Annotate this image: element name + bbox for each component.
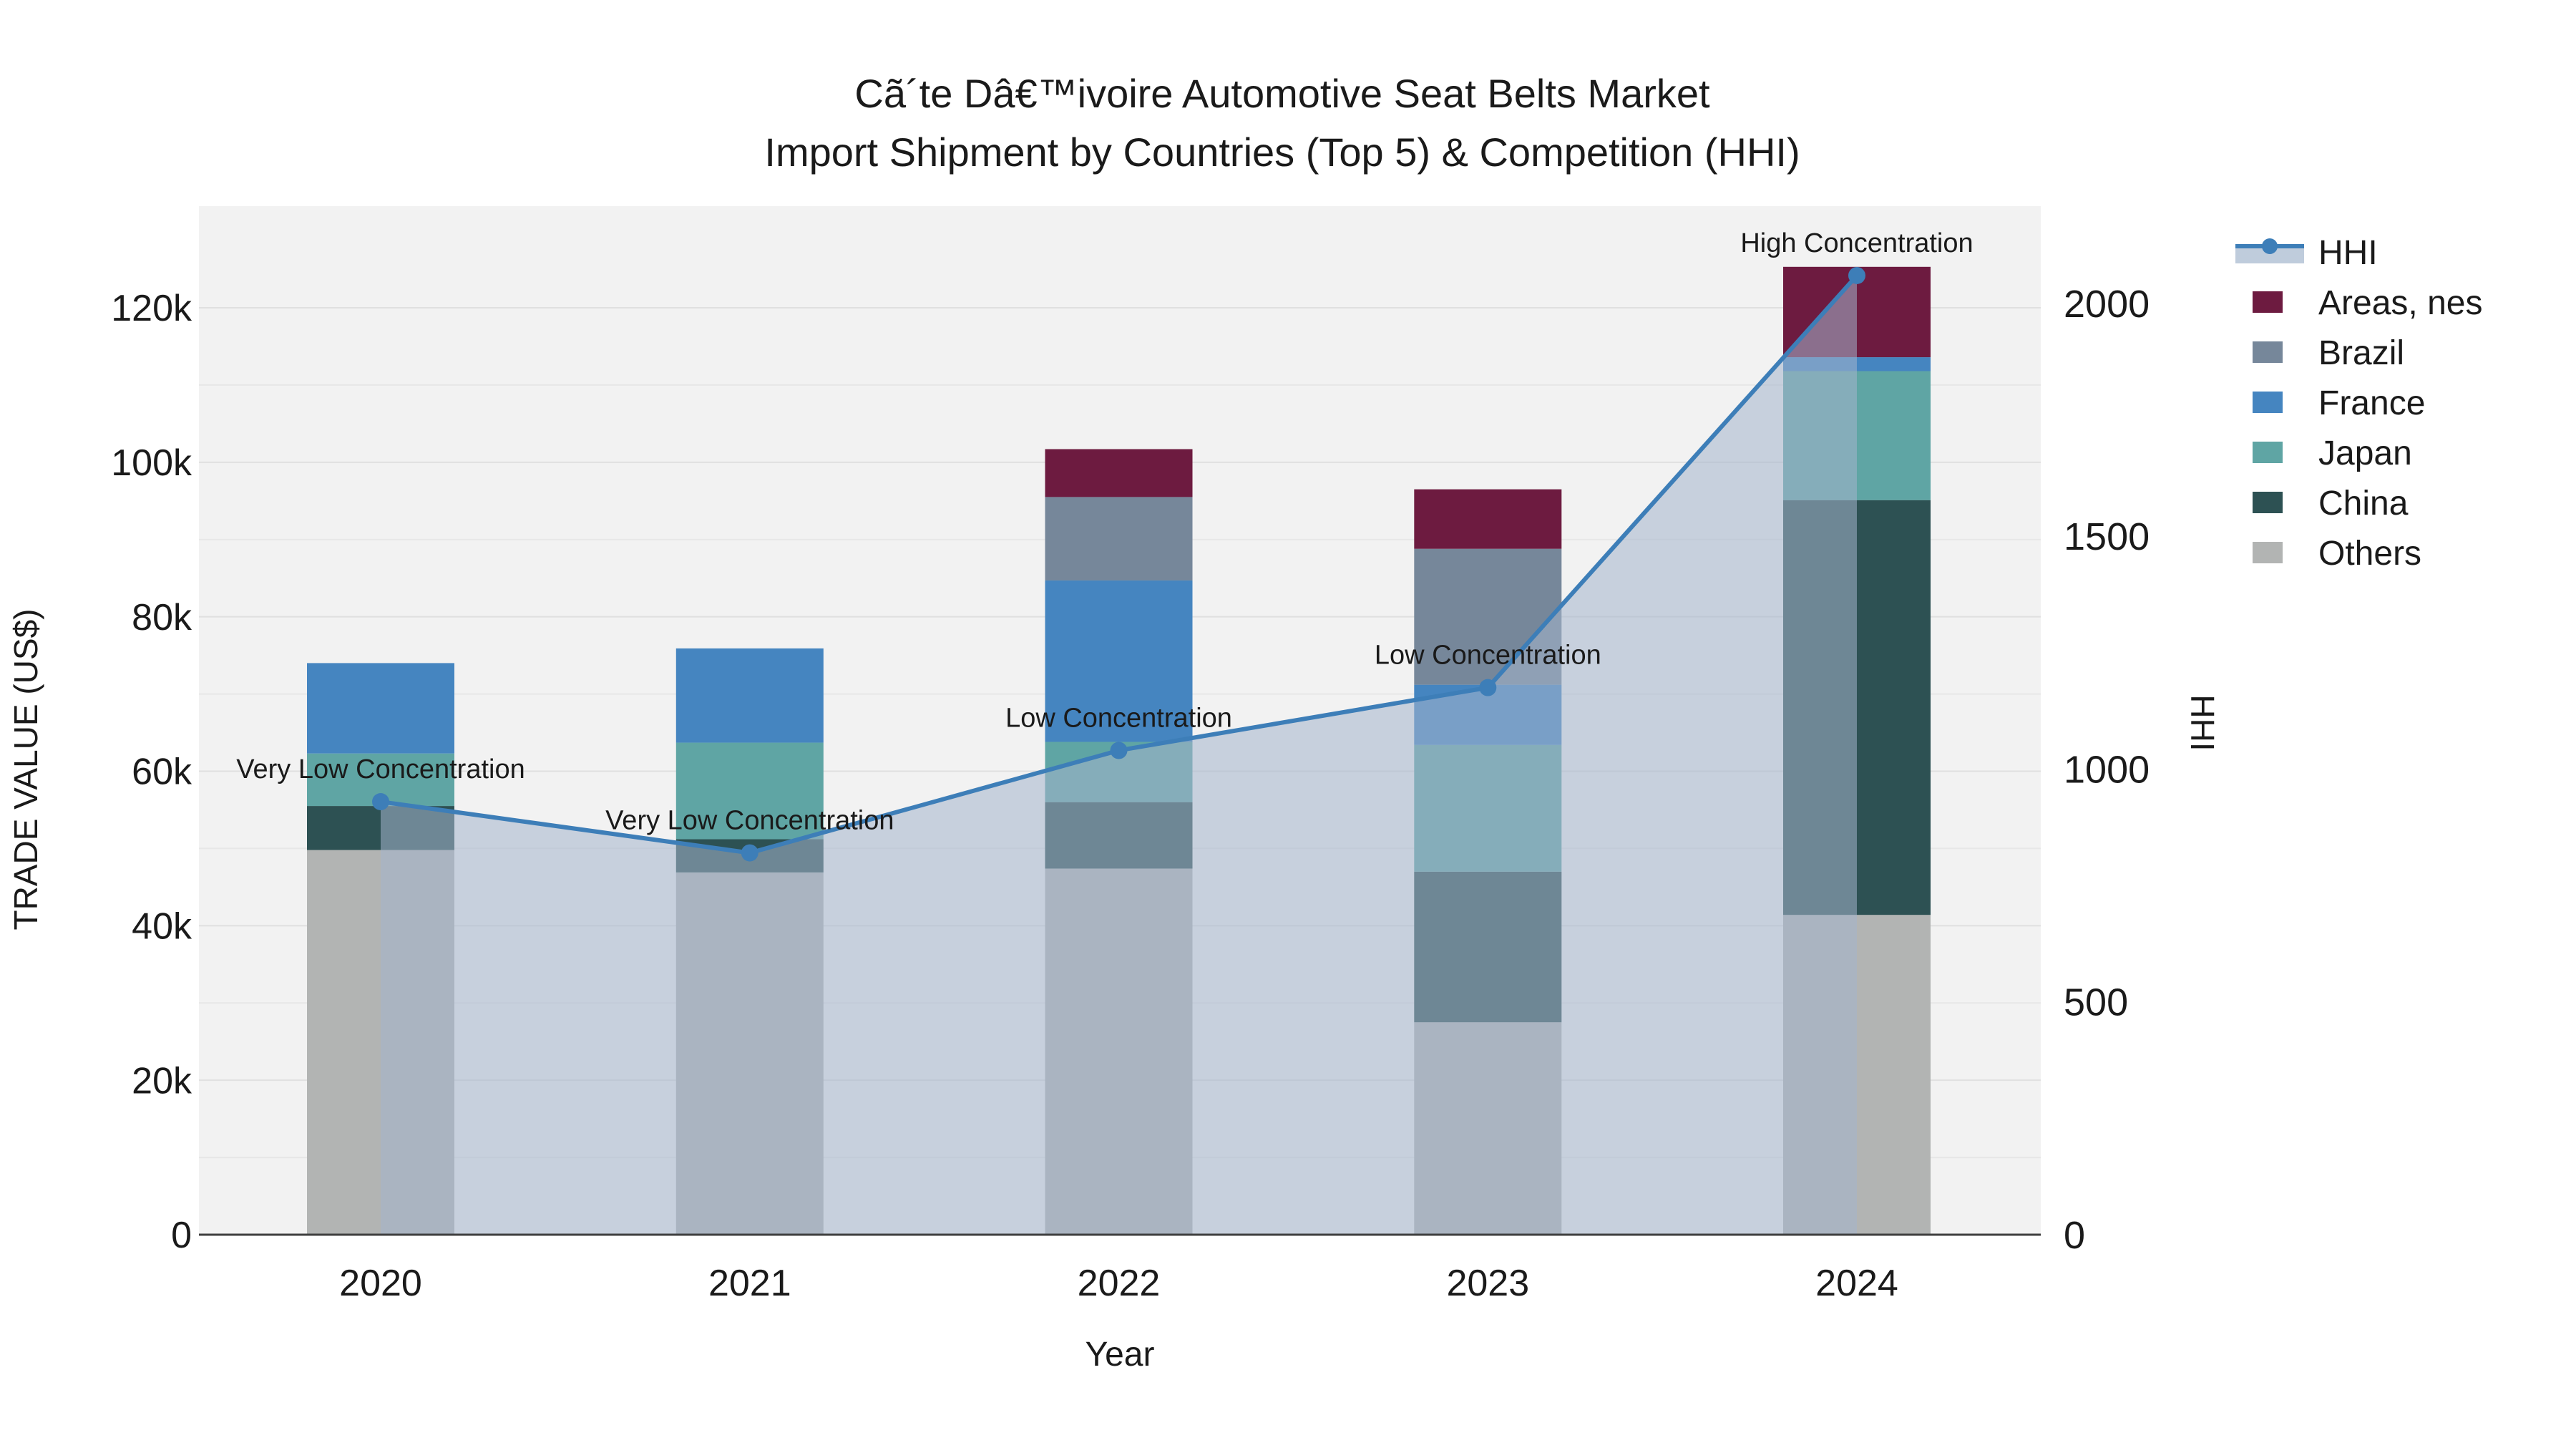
hhi-marker-2022[interactable] [1110, 742, 1128, 759]
chart-title-line2: Import Shipment by Countries (Top 5) & C… [764, 130, 1800, 175]
legend-label: Brazil [2318, 334, 2404, 372]
y-right-tick-500: 500 [2064, 981, 2128, 1024]
x-tick-2022: 2022 [1078, 1263, 1161, 1304]
legend-label: Areas, nes [2318, 284, 2482, 322]
legend-swatch-japan [2253, 442, 2283, 463]
y-left-tick-60k: 60k [132, 752, 192, 793]
bar-segment-japan-2021[interactable] [675, 742, 824, 840]
hhi-marker-2024[interactable] [1848, 266, 1865, 284]
hhi-marker-2023[interactable] [1479, 679, 1497, 696]
bar-segment-france-2022[interactable] [1045, 580, 1193, 742]
bar-segment-france-2021[interactable] [675, 648, 824, 743]
y-left-tick-0: 0 [171, 1215, 192, 1256]
y-right-tick-1500: 1500 [2064, 515, 2150, 558]
annotation-2023: Low Concentration [1375, 641, 1601, 671]
y-left-tick-20k: 20k [132, 1060, 192, 1102]
legend-item-areas--nes[interactable]: Areas, nes [2253, 284, 2482, 322]
legend-label: France [2318, 384, 2425, 422]
y-axis-right-title: HHI [2184, 694, 2221, 751]
legend-swatch-others [2253, 542, 2283, 563]
bar-segment-brazil-2022[interactable] [1045, 497, 1193, 580]
legend-swatch-china [2253, 492, 2283, 513]
legend-item-france[interactable]: France [2253, 384, 2425, 422]
legend-swatch-brazil [2253, 341, 2283, 363]
legend-label: HHI [2318, 234, 2378, 272]
plot-layer: Very Low Concentration Very Low Concentra… [111, 206, 2150, 1304]
legend-item-china[interactable]: China [2253, 485, 2409, 523]
annotation-2020: Very Low Concentration [236, 754, 525, 784]
legend-swatch-areas--nes [2253, 291, 2283, 313]
x-tick-2020: 2020 [339, 1263, 422, 1304]
legend-swatch-france [2253, 392, 2283, 413]
y-right-tick-0: 0 [2064, 1214, 2085, 1257]
chart-title-line1: Cã´te Dâ€™ivoire Automotive Seat Belts M… [854, 71, 1710, 116]
y-left-tick-100k: 100k [111, 442, 192, 484]
bar-segment-areas--nes-2023[interactable] [1414, 489, 1562, 549]
legend-label: China [2318, 485, 2409, 523]
x-tick-2023: 2023 [1446, 1263, 1529, 1304]
x-axis-title: Year [1085, 1336, 1155, 1374]
legend-item-others[interactable]: Others [2253, 535, 2421, 573]
hhi-marker-2021[interactable] [741, 844, 758, 862]
legend-label: Others [2318, 535, 2421, 573]
bar-segment-areas--nes-2022[interactable] [1045, 449, 1193, 497]
y-left-tick-80k: 80k [132, 597, 192, 638]
x-tick-2021: 2021 [708, 1263, 791, 1304]
legend-label: Japan [2318, 434, 2412, 472]
y-right-tick-2000: 2000 [2064, 283, 2150, 326]
annotation-2024: High Concentration [1740, 228, 1973, 258]
legend: HHI Areas, nes Brazil France Japan China Other… [2235, 234, 2482, 573]
y-left-tick-120k: 120k [111, 288, 192, 329]
legend-item-hhi[interactable]: HHI [2235, 234, 2378, 272]
hhi-marker-2020[interactable] [372, 793, 389, 811]
legend-item-japan[interactable]: Japan [2253, 434, 2412, 472]
legend-item-brazil[interactable]: Brazil [2253, 334, 2404, 372]
x-tick-2024: 2024 [1815, 1263, 1898, 1304]
y-right-tick-1000: 1000 [2064, 748, 2150, 791]
y-left-tick-40k: 40k [132, 906, 192, 948]
y-axis-left-title: TRADE VALUE (US$) [7, 608, 44, 930]
bar-segment-france-2020[interactable] [307, 663, 454, 754]
annotation-2022: Low Concentration [1005, 703, 1232, 733]
legend-hhi-marker [2262, 238, 2278, 254]
annotation-2021: Very Low Concentration [605, 806, 894, 836]
